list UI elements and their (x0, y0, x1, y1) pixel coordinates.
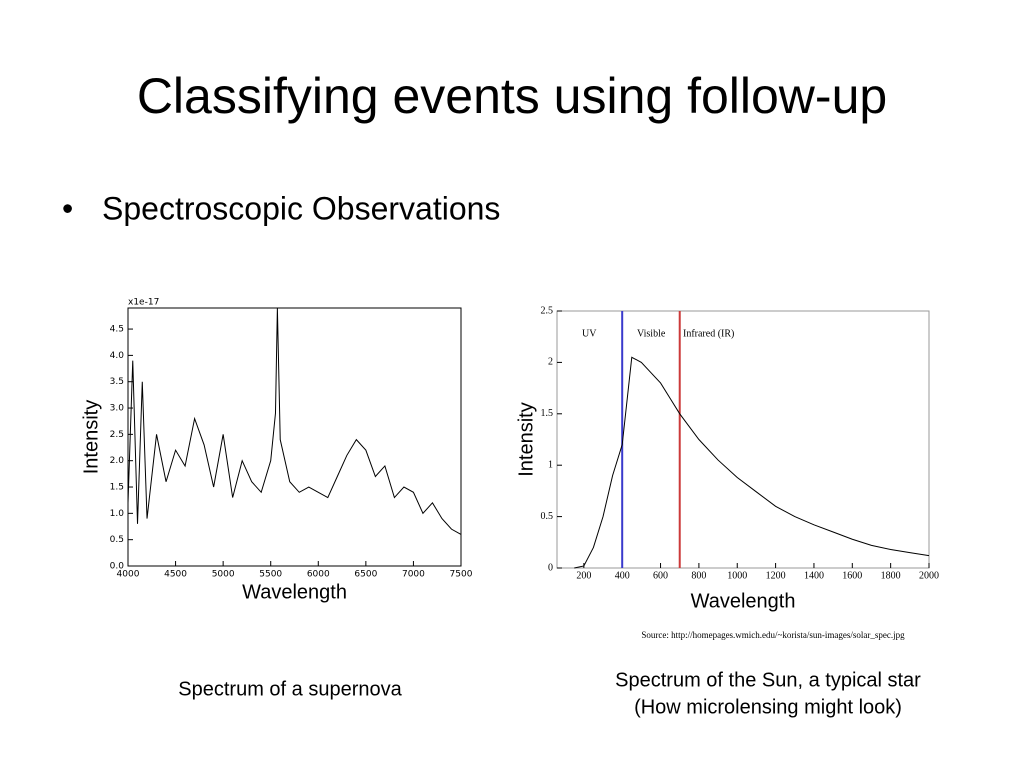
y-tick-label: 3.0 (110, 404, 125, 414)
x-tick-label: 800 (691, 570, 706, 581)
y-tick-label: 1 (548, 459, 553, 470)
spectrum-line (127, 307, 462, 535)
plot-frame (556, 310, 930, 569)
x-tick-label: 5000 (212, 570, 235, 580)
y-tick-label: 0.0 (110, 562, 125, 572)
x-tick-label: 1800 (881, 570, 901, 581)
x-tick-label: 1600 (842, 570, 862, 581)
slide-title: Classifying events using follow-up (137, 68, 887, 124)
y-tick-label: 2.5 (541, 305, 554, 316)
y-tick-label: 0 (548, 562, 553, 573)
bullet: Spectroscopic Observations (102, 190, 500, 226)
y-tick-label: 2 (548, 357, 553, 368)
x-axis-label: Wavelength (242, 581, 347, 603)
y-tick-label: 4.5 (110, 325, 124, 335)
plot-frame (127, 307, 462, 567)
x-tick-label: 4500 (164, 570, 187, 580)
y-tick-label: 0.5 (541, 511, 554, 522)
x-tick-label: 1400 (804, 570, 824, 581)
x-tick-label: 200 (576, 570, 591, 581)
y-tick-label: 2.0 (110, 456, 125, 466)
bullet-dot: • (62, 190, 73, 226)
x-tick-label: 7500 (450, 570, 473, 580)
spectrum-line (574, 356, 930, 569)
region-label: UV (582, 328, 597, 339)
caption: Spectrum of the Sun, a typical star (615, 669, 921, 691)
x-tick-label: 600 (653, 570, 668, 581)
y-axis-label: Intensity (80, 400, 102, 474)
x-tick-label: 6500 (354, 570, 377, 580)
x-tick-label: 1200 (766, 570, 786, 581)
y-axis-label: Intensity (515, 402, 537, 476)
x-tick-label: 4000 (117, 570, 140, 580)
x-tick-label: 1000 (727, 570, 747, 581)
x-tick-label: 400 (615, 570, 630, 581)
y-tick-label: 2.5 (110, 430, 124, 440)
x-tick-label: 7000 (402, 570, 425, 580)
caption: (How microlensing might look) (634, 696, 902, 718)
x-axis-label: Wavelength (691, 590, 796, 612)
x-tick-label: 2000 (919, 570, 939, 581)
region-label: Infrared (IR) (683, 328, 734, 339)
y-tick-label: 1.0 (110, 509, 125, 519)
offset-label: x1e-17 (128, 298, 159, 308)
caption: Spectrum of a supernova (178, 678, 402, 700)
source: Source: http://homepages.wmich.edu/~kori… (641, 630, 905, 640)
y-tick-label: 4.0 (110, 351, 125, 361)
x-tick-label: 6000 (307, 570, 330, 580)
x-tick-label: 5500 (259, 570, 282, 580)
y-tick-label: 1.5 (541, 408, 554, 419)
y-tick-label: 0.5 (110, 535, 124, 545)
y-tick-label: 3.5 (110, 377, 124, 387)
y-tick-label: 1.5 (110, 483, 124, 493)
region-label: Visible (637, 328, 666, 339)
